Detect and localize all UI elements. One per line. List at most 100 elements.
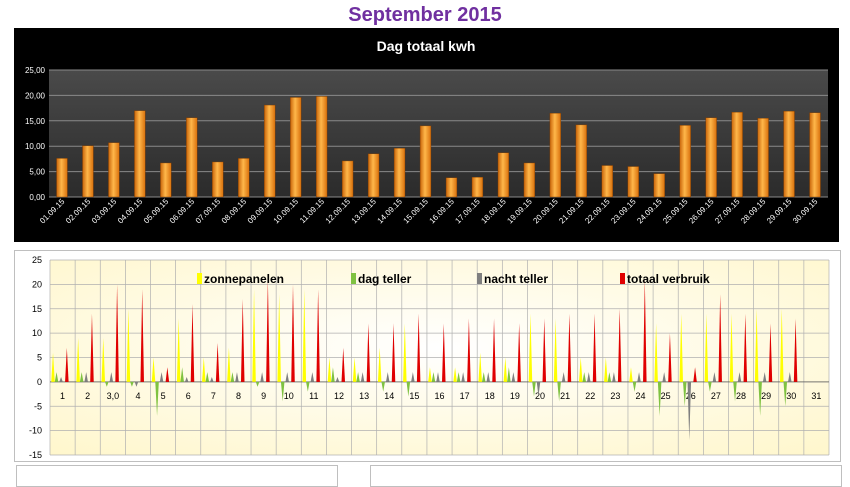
bar-x-label: 26.09.15 xyxy=(687,197,716,226)
bar-y-tick: 25,00 xyxy=(25,66,46,75)
spike-0 xyxy=(101,338,106,382)
spike-3 xyxy=(793,318,798,382)
bar-x-label: 12.09.15 xyxy=(324,197,353,226)
spike-1 xyxy=(456,372,461,382)
legend-label: zonnepanelen xyxy=(204,272,284,286)
spike-1 xyxy=(431,372,436,382)
spike-1 xyxy=(758,381,762,416)
line-y-tick: 5 xyxy=(37,353,42,363)
spike-1 xyxy=(356,372,360,382)
legend-swatch xyxy=(620,273,625,284)
bar-y-tick: 10,00 xyxy=(25,142,46,151)
bar-chart-title: Dag totaal kwh xyxy=(377,38,476,54)
bar xyxy=(471,176,484,198)
bar xyxy=(82,145,94,198)
bar-y-tick: 5,00 xyxy=(29,168,45,177)
line-x-label: 4 xyxy=(135,391,140,401)
spike-0 xyxy=(679,313,684,382)
spike-1 xyxy=(607,372,612,382)
legend-swatch xyxy=(351,273,356,284)
spike-0 xyxy=(578,357,583,382)
spike-3 xyxy=(492,318,496,382)
spike-3 xyxy=(718,294,722,382)
spike-2 xyxy=(210,377,214,382)
line-x-label: 9 xyxy=(261,391,266,401)
bar xyxy=(108,142,120,198)
bar xyxy=(809,112,821,198)
line-x-label: 17 xyxy=(460,391,470,401)
spike-2 xyxy=(411,372,415,382)
spike-3 xyxy=(215,342,220,382)
spike-1 xyxy=(582,372,587,382)
line-chart-panel: -15 -10 -5 0 5 10 15 20 25 1 2 3,0 4 5 6 7 8 9 10 11 12 13 14 1… xyxy=(14,250,841,462)
bar-x-label: 04.09.15 xyxy=(116,197,145,226)
line-x-label: 30 xyxy=(786,391,796,401)
spike-3 xyxy=(617,308,622,382)
legend-label: dag teller xyxy=(358,272,412,286)
spike-0 xyxy=(754,308,759,382)
spike-2 xyxy=(59,377,63,382)
spike-3 xyxy=(743,313,748,382)
spike-0 xyxy=(352,357,357,382)
spike-1 xyxy=(130,381,134,387)
bar-x-label: 27.09.15 xyxy=(713,197,742,226)
bar xyxy=(290,97,302,198)
spike-0 xyxy=(478,352,482,382)
spike-1 xyxy=(180,367,184,382)
spike-3 xyxy=(542,318,547,382)
bar-x-label: 11.09.15 xyxy=(298,197,326,225)
line-x-label: 15 xyxy=(409,391,419,401)
bar-x-label: 24.09.15 xyxy=(635,197,664,226)
line-y-tick: 20 xyxy=(32,279,42,289)
spike-1 xyxy=(783,381,788,407)
spike-1 xyxy=(632,381,637,392)
spike-0 xyxy=(428,367,432,382)
line-x-label: 6 xyxy=(186,391,191,401)
spike-1 xyxy=(381,381,385,392)
bar-x-label: 25.09.15 xyxy=(661,197,690,226)
bar xyxy=(653,173,665,198)
bar-plot-area xyxy=(49,70,828,197)
legend-swatch xyxy=(477,273,482,284)
spike-0 xyxy=(277,294,281,382)
spike-1 xyxy=(532,381,536,397)
spike-2 xyxy=(561,372,566,382)
line-x-label: 13 xyxy=(359,391,369,401)
bar xyxy=(341,160,354,198)
spike-0 xyxy=(729,313,734,382)
line-x-label: 7 xyxy=(211,391,216,401)
spike-3 xyxy=(291,284,295,382)
spike-3 xyxy=(90,313,94,382)
bar-x-label: 15.09.15 xyxy=(402,197,431,226)
spike-0 xyxy=(553,318,558,382)
line-y-tick: 10 xyxy=(32,328,42,338)
bar-x-label: 23.09.15 xyxy=(609,197,638,226)
line-x-label: 16 xyxy=(434,391,444,401)
bar xyxy=(367,153,380,198)
spike-2 xyxy=(235,372,239,382)
spike-0 xyxy=(453,367,457,382)
bar-x-label: 16.09.15 xyxy=(428,197,457,226)
bar xyxy=(757,118,769,198)
spike-3 xyxy=(467,318,471,382)
bar xyxy=(523,162,536,198)
bar xyxy=(160,162,172,198)
bar xyxy=(601,165,613,198)
bar-x-label: 29.09.15 xyxy=(765,197,794,226)
line-x-label: 28 xyxy=(736,391,746,401)
spike-2 xyxy=(84,372,88,382)
bar-x-label: 30.09.15 xyxy=(791,197,820,226)
spike-3 xyxy=(366,323,371,382)
bar xyxy=(56,158,68,198)
spike-2 xyxy=(109,372,114,382)
bar xyxy=(315,96,328,198)
spike-3 xyxy=(190,303,195,382)
line-x-label: 24 xyxy=(636,391,646,401)
line-x-label: 12 xyxy=(334,391,344,401)
spike-0 xyxy=(126,308,131,382)
line-x-label: 10 xyxy=(284,391,294,401)
bar-x-label: 28.09.15 xyxy=(739,197,768,226)
spike-1 xyxy=(557,381,561,402)
bar-x-label: 21.09.15 xyxy=(557,197,586,226)
